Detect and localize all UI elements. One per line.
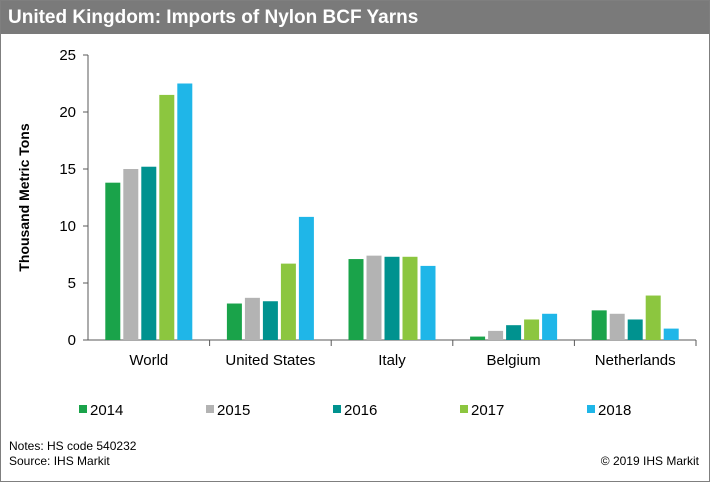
y-axis-title: Thousand Metric Tons — [16, 123, 32, 272]
legend-label-2017: 2017 — [471, 402, 504, 419]
source-text: Source: IHS Markit — [9, 454, 110, 468]
x-tick-label: Belgium — [486, 352, 540, 369]
bar-2016-world — [141, 166, 157, 340]
bar-2014-world — [105, 182, 121, 340]
y-tick-label: 0 — [68, 332, 76, 349]
x-tick-label: World — [129, 352, 168, 369]
bar-2017-netherlands — [645, 295, 661, 340]
bar-2017-world — [159, 94, 175, 341]
bar-2018-united-states — [298, 216, 314, 340]
title-bar: United Kingdom: Imports of Nylon BCF Yar… — [1, 1, 709, 34]
y-tick-label: 25 — [59, 47, 76, 64]
x-tick-label: United States — [225, 352, 315, 369]
bar-2015-united-states — [244, 297, 260, 340]
legend-swatch-2015 — [206, 405, 214, 413]
legend: 2014 2015 2016 2017 2018 — [79, 402, 631, 419]
x-tick-label: Italy — [378, 352, 406, 369]
y-tick-label: 20 — [59, 104, 76, 121]
bar-2014-united-states — [226, 303, 242, 340]
bar-2016-netherlands — [627, 319, 643, 340]
legend-swatch-2014 — [79, 405, 87, 413]
legend-swatch-2018 — [587, 405, 595, 413]
bar-2016-belgium — [506, 325, 522, 340]
bar-2015-italy — [366, 255, 382, 340]
bar-2018-netherlands — [663, 328, 679, 340]
y-tick-label: 10 — [59, 218, 76, 235]
notes-text: Notes: HS code 540232 — [9, 439, 137, 453]
legend-swatch-2016 — [333, 405, 341, 413]
copyright-text: © 2019 IHS Markit — [600, 454, 699, 468]
bar-2017-belgium — [524, 319, 540, 340]
y-tick-label: 15 — [59, 161, 76, 178]
legend-swatch-2017 — [460, 405, 468, 413]
chart-title: United Kingdom: Imports of Nylon BCF Yar… — [8, 7, 419, 28]
bar-2014-netherlands — [591, 310, 607, 340]
legend-label-2018: 2018 — [598, 402, 631, 419]
bar-2015-belgium — [488, 330, 504, 340]
bar-2015-world — [123, 169, 139, 340]
axes: 0 5 10 15 20 25 Thousand Metric Tons World Unite… — [16, 47, 697, 369]
bar-2016-united-states — [262, 301, 278, 340]
y-tick-label: 5 — [68, 275, 76, 292]
bar-2016-italy — [384, 256, 400, 340]
bars — [105, 83, 679, 341]
x-tick-label: Netherlands — [595, 352, 676, 369]
legend-label-2014: 2014 — [90, 402, 123, 419]
legend-label-2016: 2016 — [344, 402, 377, 419]
notes-block: Notes: HS code 540232 Source: IHS Markit — [9, 439, 136, 469]
bar-2018-belgium — [542, 313, 558, 340]
bar-2018-world — [177, 83, 193, 340]
bar-2017-italy — [402, 256, 418, 340]
bar-2014-belgium — [470, 336, 486, 340]
legend-label-2015: 2015 — [217, 402, 250, 419]
bar-2018-italy — [420, 265, 436, 340]
bar-2014-italy — [348, 259, 364, 340]
bar-2015-netherlands — [609, 313, 625, 340]
bar-2017-united-states — [280, 263, 296, 340]
